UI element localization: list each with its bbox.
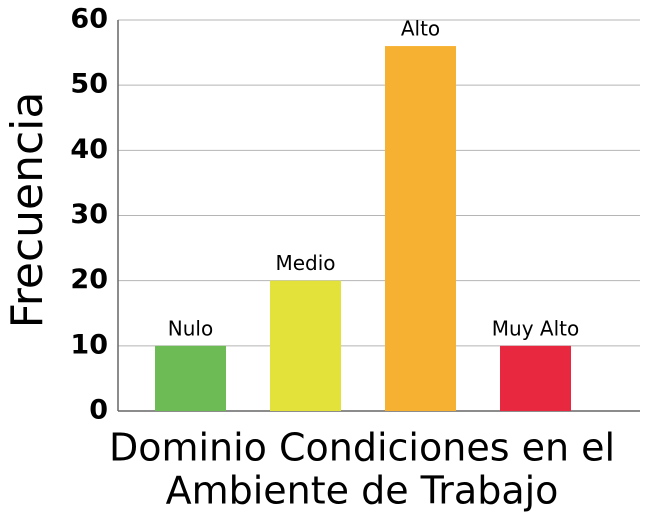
bar-label: Medio — [275, 251, 335, 275]
bar-label: Muy Alto — [492, 316, 579, 340]
y-tick-label: 20 — [70, 264, 108, 295]
y-tick-label: 30 — [70, 199, 108, 230]
y-tick-label: 40 — [70, 134, 108, 165]
bar — [500, 345, 571, 411]
bar — [155, 345, 226, 411]
x-axis-title: Ambiente de Trabajo — [166, 469, 559, 512]
y-tick-label: 0 — [89, 395, 108, 426]
x-axis-title: Dominio Condiciones en el — [109, 426, 615, 470]
y-axis-title: Frecuencia — [2, 92, 53, 329]
y-tick-label: 10 — [70, 329, 108, 360]
y-tick-label: 60 — [70, 4, 108, 35]
bar — [270, 280, 341, 411]
bar-label: Alto — [401, 17, 440, 41]
bar — [385, 46, 456, 412]
y-tick-label: 50 — [70, 69, 108, 100]
bar-label: Nulo — [168, 316, 213, 340]
